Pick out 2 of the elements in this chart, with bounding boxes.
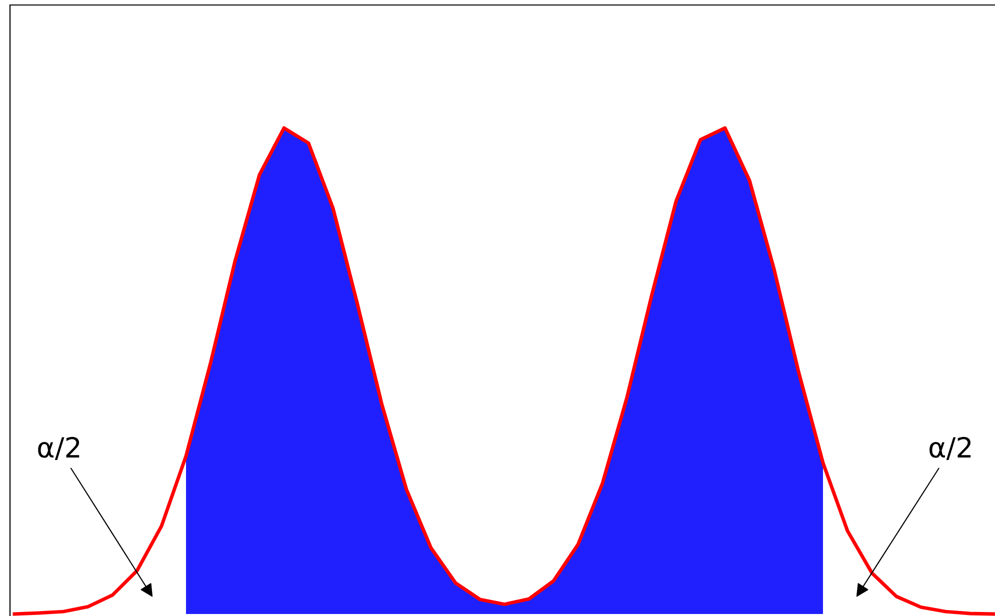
annotation: α/2 xyxy=(930,436,971,460)
annotation: α/2 xyxy=(38,436,80,460)
